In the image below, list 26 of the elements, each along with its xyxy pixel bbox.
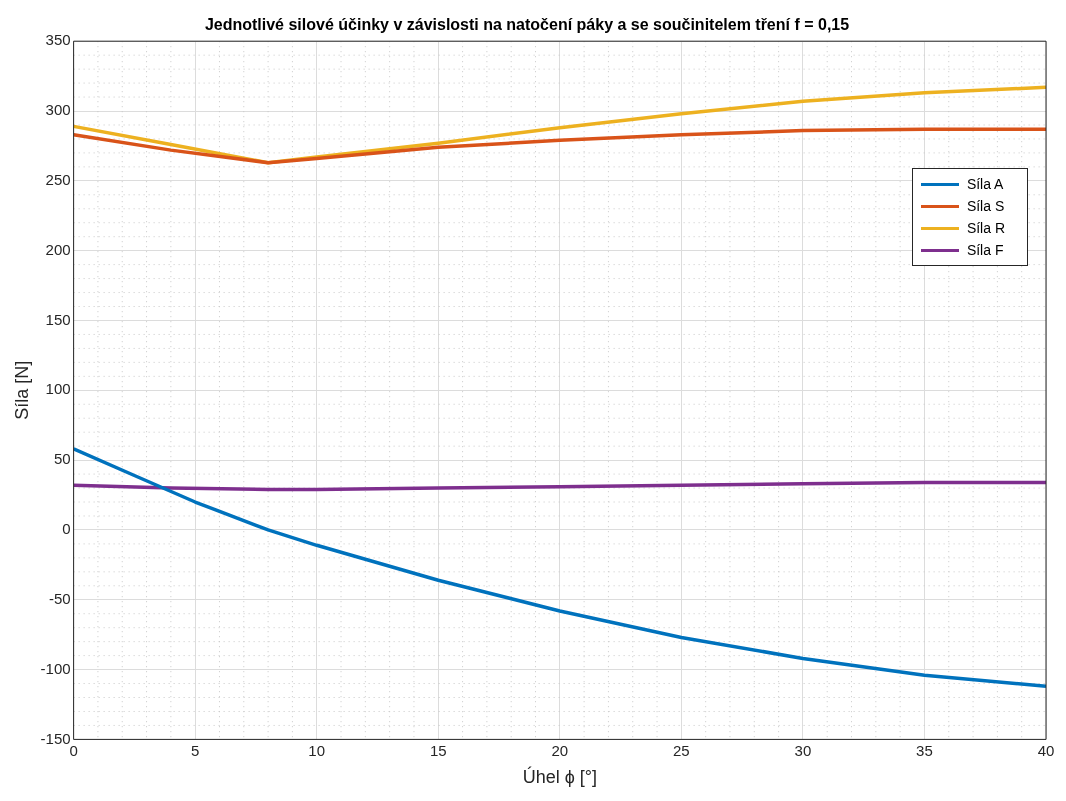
x-tick-label: 40 xyxy=(1037,741,1055,759)
x-tick-label: 20 xyxy=(551,741,569,759)
x-tick-label: 25 xyxy=(673,741,690,759)
legend-label: Síla R xyxy=(966,220,1005,236)
y-tick-label: -150 xyxy=(40,729,71,747)
x-tick-label: 5 xyxy=(191,741,200,759)
legend-label: Síla A xyxy=(966,176,1004,192)
x-tick-label: 15 xyxy=(429,741,447,759)
legend-label: Síla F xyxy=(966,242,1004,258)
legend-label: Síla S xyxy=(966,198,1005,214)
y-tick-label: 150 xyxy=(45,310,71,328)
y-tick-label: 250 xyxy=(45,170,71,188)
y-tick-label: 50 xyxy=(53,450,71,468)
y-tick-label: 350 xyxy=(45,31,71,49)
x-axis-title: Úhel ϕ [°] xyxy=(522,766,597,788)
y-tick-label: 200 xyxy=(45,240,71,258)
y-tick-label: -100 xyxy=(40,659,71,677)
x-tick-label: 30 xyxy=(794,741,812,759)
y-tick-label: 300 xyxy=(45,101,71,119)
x-tick-label: 10 xyxy=(308,741,326,759)
x-tick-label: 35 xyxy=(916,741,933,759)
y-tick-label: 0 xyxy=(62,520,71,538)
chart-title: Jednotlivé silové účinky v závislosti na natočení páky a se součinitelem tření f = 0,15 xyxy=(204,16,850,34)
y-axis-title: Síla [N] xyxy=(11,360,32,420)
y-tick-label: -50 xyxy=(48,589,71,607)
y-tick-label: 100 xyxy=(45,380,71,398)
